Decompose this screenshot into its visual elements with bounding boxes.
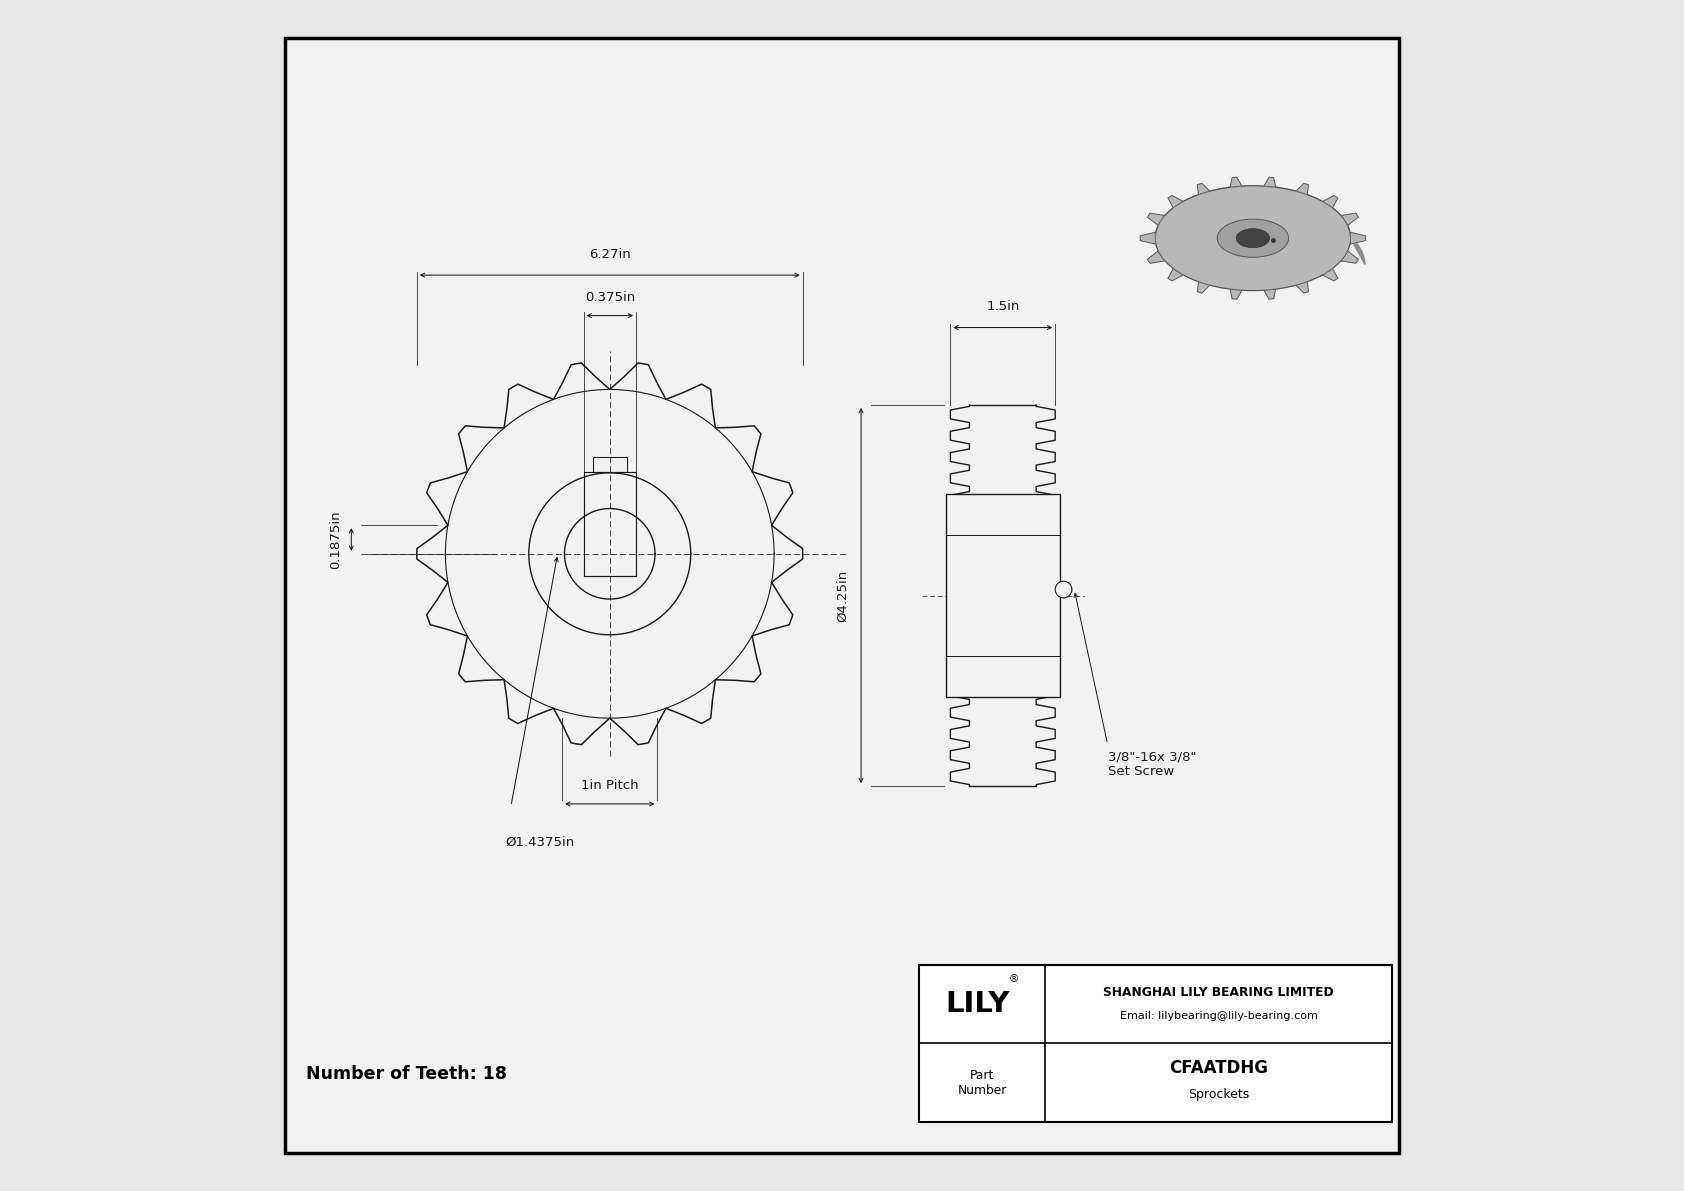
Text: 3/8"-16x 3/8"
Set Screw: 3/8"-16x 3/8" Set Screw: [1108, 750, 1196, 779]
Polygon shape: [1197, 183, 1209, 194]
Text: 1.5in: 1.5in: [987, 300, 1019, 313]
Polygon shape: [1297, 183, 1308, 194]
Text: 0.1875in: 0.1875in: [328, 510, 342, 569]
Polygon shape: [1324, 269, 1337, 281]
Polygon shape: [1147, 251, 1164, 263]
Text: ®: ®: [1009, 974, 1019, 984]
Bar: [946, 494, 1059, 697]
Text: CFAATDHG: CFAATDHG: [1169, 1059, 1268, 1078]
Text: 6.27in: 6.27in: [589, 248, 630, 261]
Text: Number of Teeth: 18: Number of Teeth: 18: [306, 1065, 507, 1084]
Text: SHANGHAI LILY BEARING LIMITED: SHANGHAI LILY BEARING LIMITED: [1103, 986, 1334, 998]
Text: Part
Number: Part Number: [958, 1068, 1007, 1097]
Text: 0.375in: 0.375in: [584, 291, 635, 304]
Polygon shape: [1229, 177, 1241, 187]
Text: Sprockets: Sprockets: [1187, 1089, 1250, 1100]
Ellipse shape: [1218, 219, 1288, 257]
Polygon shape: [1324, 195, 1337, 207]
Ellipse shape: [1155, 186, 1351, 291]
Polygon shape: [1155, 186, 1364, 264]
Polygon shape: [1265, 289, 1276, 299]
Polygon shape: [1229, 289, 1241, 299]
Polygon shape: [1147, 213, 1164, 225]
Polygon shape: [1342, 213, 1359, 225]
Text: LILY: LILY: [945, 990, 1009, 1018]
Bar: [919, 965, 1393, 1122]
Text: Email: lilybearing@lily-bearing.com: Email: lilybearing@lily-bearing.com: [1120, 1011, 1317, 1021]
Text: 1in Pitch: 1in Pitch: [581, 779, 638, 792]
Polygon shape: [1342, 251, 1359, 263]
Polygon shape: [1265, 177, 1276, 187]
Polygon shape: [1351, 232, 1366, 244]
Polygon shape: [1297, 282, 1308, 293]
Polygon shape: [1169, 269, 1182, 281]
Circle shape: [1056, 581, 1071, 598]
Polygon shape: [1169, 195, 1182, 207]
Polygon shape: [1197, 282, 1209, 293]
Ellipse shape: [1236, 229, 1270, 248]
Polygon shape: [1140, 232, 1155, 244]
Text: Ø4.25in: Ø4.25in: [837, 569, 849, 622]
Text: Ø1.4375in: Ø1.4375in: [505, 836, 574, 849]
